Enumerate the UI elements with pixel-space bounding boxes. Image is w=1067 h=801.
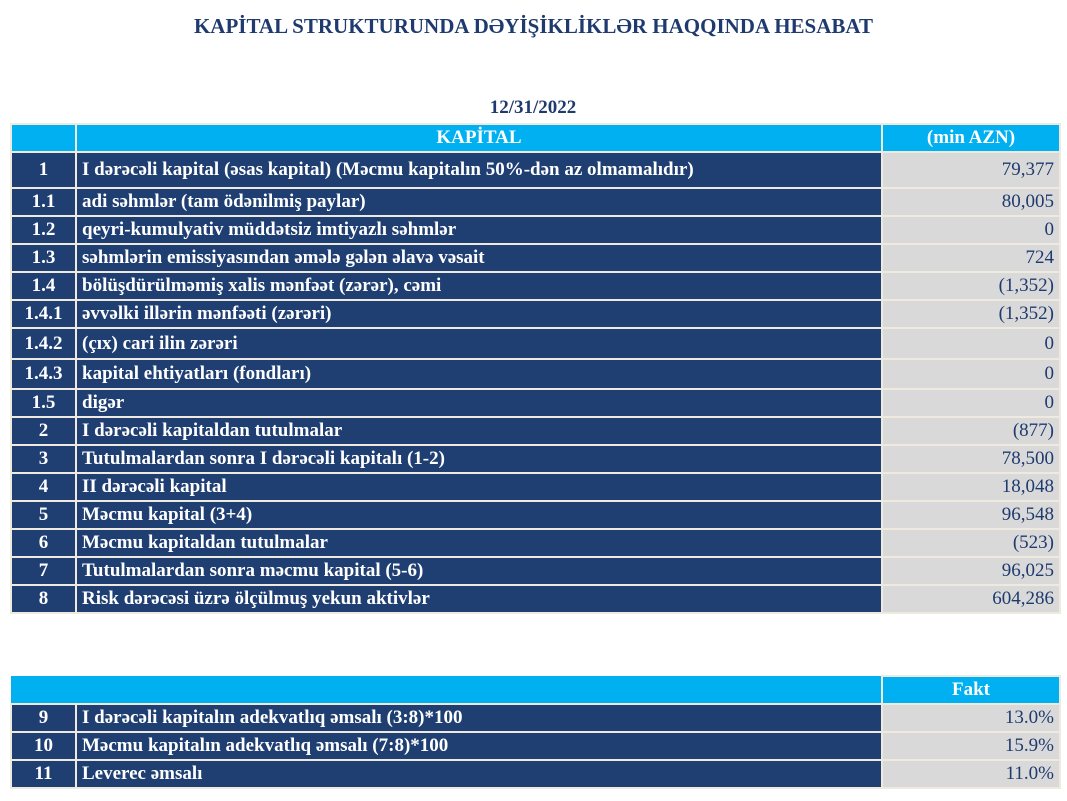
row-label: kapital ehtiyatları (fondları) [75,358,883,390]
table-row: 1.1 adi səhmlər (tam ödənilmiş paylar) 80,… [10,187,1061,217]
row-value: (1,352) [881,271,1061,301]
row-number: 1.2 [10,215,77,245]
row-label: II dərəcəli kapital [75,472,883,502]
row-value: 0 [881,358,1061,390]
row-label: Məcmu kapitaldan tutulmalar [75,528,883,558]
row-number: 1.1 [10,187,77,217]
row-label: Leverec əmsalı [75,759,883,789]
row-number: 1.4.2 [10,327,77,360]
row-label: Tutulmalardan sonra məcmu kapital (5-6) [75,556,883,586]
header-blank [11,676,76,704]
table-row: 1.4.1 əvvəlki illərin mənfəəti (zərəri) (1… [10,299,1061,329]
row-number: 1.4.3 [10,358,77,390]
row-label: əvvəlki illərin mənfəəti (zərəri) [75,299,883,329]
table-row: 1.2 qeyri-kumulyativ müddətsiz imtiyazlı … [10,215,1061,245]
row-number: 1.5 [10,388,77,418]
row-label: I dərəcəli kapital (əsas kapital) (Məcmu… [75,151,883,189]
row-label: səhmlərin emissiyasından əmələ gələn əla… [75,243,883,273]
table-row: 1.3 səhmlərin emissiyasından əmələ gələn … [10,243,1061,273]
table-row: 7 Tutulmalardan sonra məcmu kapital (5-6)… [10,556,1061,586]
table-row: 5 Məcmu kapital (3+4) 96,548 [10,500,1061,530]
row-number: 2 [10,416,77,446]
header-blank [76,676,882,704]
row-number: 10 [10,731,77,761]
table-row: 3 Tutulmalardan sonra I dərəcəli kapitalı… [10,444,1061,474]
row-number: 5 [10,500,77,530]
table-row: 8 Risk dərəcəsi üzrə ölçülmuş yekun aktiv… [10,584,1061,614]
row-value: 604,286 [881,584,1061,614]
row-label: I dərəcəli kapitaldan tutulmalar [75,416,883,446]
row-value: 78,500 [881,444,1061,474]
row-label: Məcmu kapitalın adekvatlıq əmsalı (7:8)*… [75,731,883,761]
header-blank [10,123,77,153]
table-header: Fakt [11,675,1061,705]
row-number: 6 [10,528,77,558]
row-number: 1.3 [10,243,77,273]
header-label: KAPİTAL [75,123,883,153]
row-number: 3 [10,444,77,474]
row-label: Tutulmalardan sonra I dərəcəli kapitalı … [75,444,883,474]
table-row: 1.4 bölüşdürülməmiş xalis mənfəət (zərər)… [10,271,1061,301]
row-number: 9 [10,703,77,733]
report-title: KAPİTAL STRUKTURUNDA DƏYİŞİKLİKLƏR HAQQI… [193,14,874,38]
row-value: 724 [881,243,1061,273]
row-value: 96,548 [881,500,1061,530]
table-header: KAPİTAL (min AZN) [10,123,1061,153]
table-row: 1.4.2 (çıx) cari ilin zərəri 0 [10,327,1061,360]
row-number: 7 [10,556,77,586]
row-number: 1.4.1 [10,299,77,329]
table-row: 1.4.3 kapital ehtiyatları (fondları) 0 [10,358,1061,390]
table-row: 4 II dərəcəli kapital 18,048 [10,472,1061,502]
row-value: (1,352) [881,299,1061,329]
row-number: 1.4 [10,271,77,301]
row-number: 1 [10,151,77,189]
row-label: Məcmu kapital (3+4) [75,500,883,530]
row-label: (çıx) cari ilin zərəri [75,327,883,360]
row-value: 0 [881,327,1061,360]
row-value: 0 [881,388,1061,418]
row-label: Risk dərəcəsi üzrə ölçülmuş yekun aktivl… [75,584,883,614]
header-unit: (min AZN) [881,123,1061,153]
row-value: 18,048 [881,472,1061,502]
row-value: 80,005 [881,187,1061,217]
header-fakt: Fakt [881,675,1061,705]
row-value: 96,025 [881,556,1061,586]
row-label: adi səhmlər (tam ödənilmiş paylar) [75,187,883,217]
row-value: (523) [881,528,1061,558]
row-value: 13.0% [881,703,1061,733]
row-value: 15.9% [881,731,1061,761]
row-label: bölüşdürülməmiş xalis mənfəət (zərər), c… [75,271,883,301]
row-value: (877) [881,416,1061,446]
row-value: 11.0% [881,759,1061,789]
table-row: 1.5 digər 0 [10,388,1061,418]
row-value: 79,377 [881,151,1061,189]
row-label: digər [75,388,883,418]
row-number: 4 [10,472,77,502]
table-row: 10 Məcmu kapitalın adekvatlıq əmsalı (7:8… [10,731,1061,761]
row-value: 0 [881,215,1061,245]
row-label: I dərəcəli kapitalın adekvatlıq əmsalı (… [75,703,883,733]
row-number: 8 [10,584,77,614]
table-row: 6 Məcmu kapitaldan tutulmalar (523) [10,528,1061,558]
report-date: 12/31/2022 [489,97,577,118]
row-label: qeyri-kumulyativ müddətsiz imtiyazlı səh… [75,215,883,245]
table-row: 11 Leverec əmsalı 11.0% [10,759,1061,789]
row-number: 11 [10,759,77,789]
